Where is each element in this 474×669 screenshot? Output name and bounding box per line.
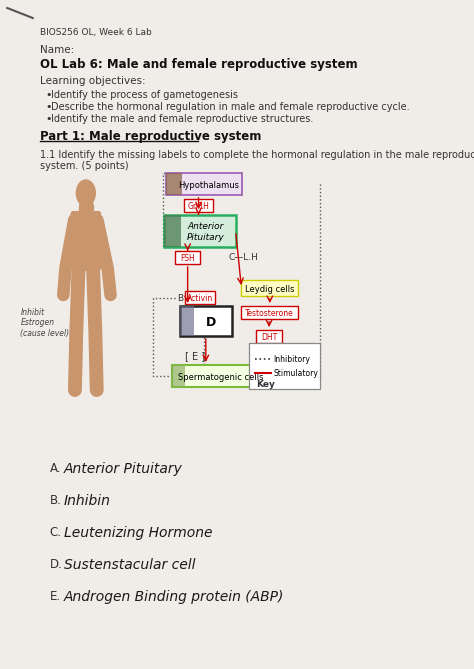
Text: E.: E. [49,590,61,603]
FancyBboxPatch shape [175,251,200,264]
Text: Stimulatory: Stimulatory [273,369,319,377]
Text: B: B [177,294,183,302]
Text: B.: B. [49,494,61,507]
Text: Hypothalamus: Hypothalamus [178,181,239,189]
Text: C—L.H: C—L.H [228,252,258,262]
Text: Anterior
Pituitary: Anterior Pituitary [187,222,225,242]
Text: Learning objectives:: Learning objectives: [40,76,146,86]
Text: Inhibit
Estrogen
(cause level): Inhibit Estrogen (cause level) [20,308,70,338]
Text: Name:: Name: [40,45,74,55]
Text: Testosterone: Testosterone [246,309,294,318]
Text: FSH: FSH [180,254,195,263]
Text: Inhibitory: Inhibitory [273,355,310,363]
Text: Leydig cells: Leydig cells [245,284,294,294]
Text: Anterior Pituitary: Anterior Pituitary [64,462,183,476]
Text: BIOS256 OL, Week 6 Lab: BIOS256 OL, Week 6 Lab [40,28,152,37]
Text: Inhibin: Inhibin [64,494,111,508]
Text: Leutenizing Hormone: Leutenizing Hormone [64,526,212,540]
FancyBboxPatch shape [166,173,182,195]
Text: Describe the hormonal regulation in male and female reproductive cycle.: Describe the hormonal regulation in male… [51,102,410,112]
Text: D.: D. [49,558,62,571]
FancyBboxPatch shape [249,343,320,389]
Text: •: • [45,114,52,124]
Text: [ E ]: [ E ] [185,351,205,361]
Text: DHT: DHT [261,333,277,342]
Text: D: D [206,316,216,328]
FancyBboxPatch shape [180,306,194,336]
Text: system. (5 points): system. (5 points) [40,161,128,171]
Text: Part 1: Male reproductive system: Part 1: Male reproductive system [40,130,261,143]
FancyBboxPatch shape [164,215,181,247]
FancyBboxPatch shape [166,173,242,195]
Text: 1.1 Identify the missing labels to complete the hormonal regulation in the male : 1.1 Identify the missing labels to compl… [40,150,474,160]
Text: Key: Key [256,379,275,389]
Text: •: • [45,90,52,100]
FancyBboxPatch shape [71,211,101,271]
FancyBboxPatch shape [241,280,298,296]
Text: C.: C. [49,526,62,539]
Text: GnRH: GnRH [188,202,210,211]
Text: Activin: Activin [187,294,213,303]
Text: OL Lab 6: Male and female reproductive system: OL Lab 6: Male and female reproductive s… [40,58,357,71]
FancyBboxPatch shape [185,291,215,304]
FancyBboxPatch shape [172,365,185,387]
Text: Spermatogenic cells: Spermatogenic cells [178,373,263,381]
FancyBboxPatch shape [172,365,260,387]
Text: A.: A. [49,462,61,475]
Text: Androgen Binding protein (ABP): Androgen Binding protein (ABP) [64,590,284,604]
FancyBboxPatch shape [256,330,282,343]
FancyBboxPatch shape [241,306,298,319]
FancyBboxPatch shape [184,199,213,212]
FancyBboxPatch shape [164,215,236,247]
Text: Identify the male and female reproductive structures.: Identify the male and female reproductiv… [51,114,313,124]
Text: Identify the process of gametogenesis: Identify the process of gametogenesis [51,90,238,100]
Text: •: • [45,102,52,112]
FancyBboxPatch shape [180,306,232,336]
Circle shape [76,180,95,206]
Text: Sustenstacular cell: Sustenstacular cell [64,558,195,572]
